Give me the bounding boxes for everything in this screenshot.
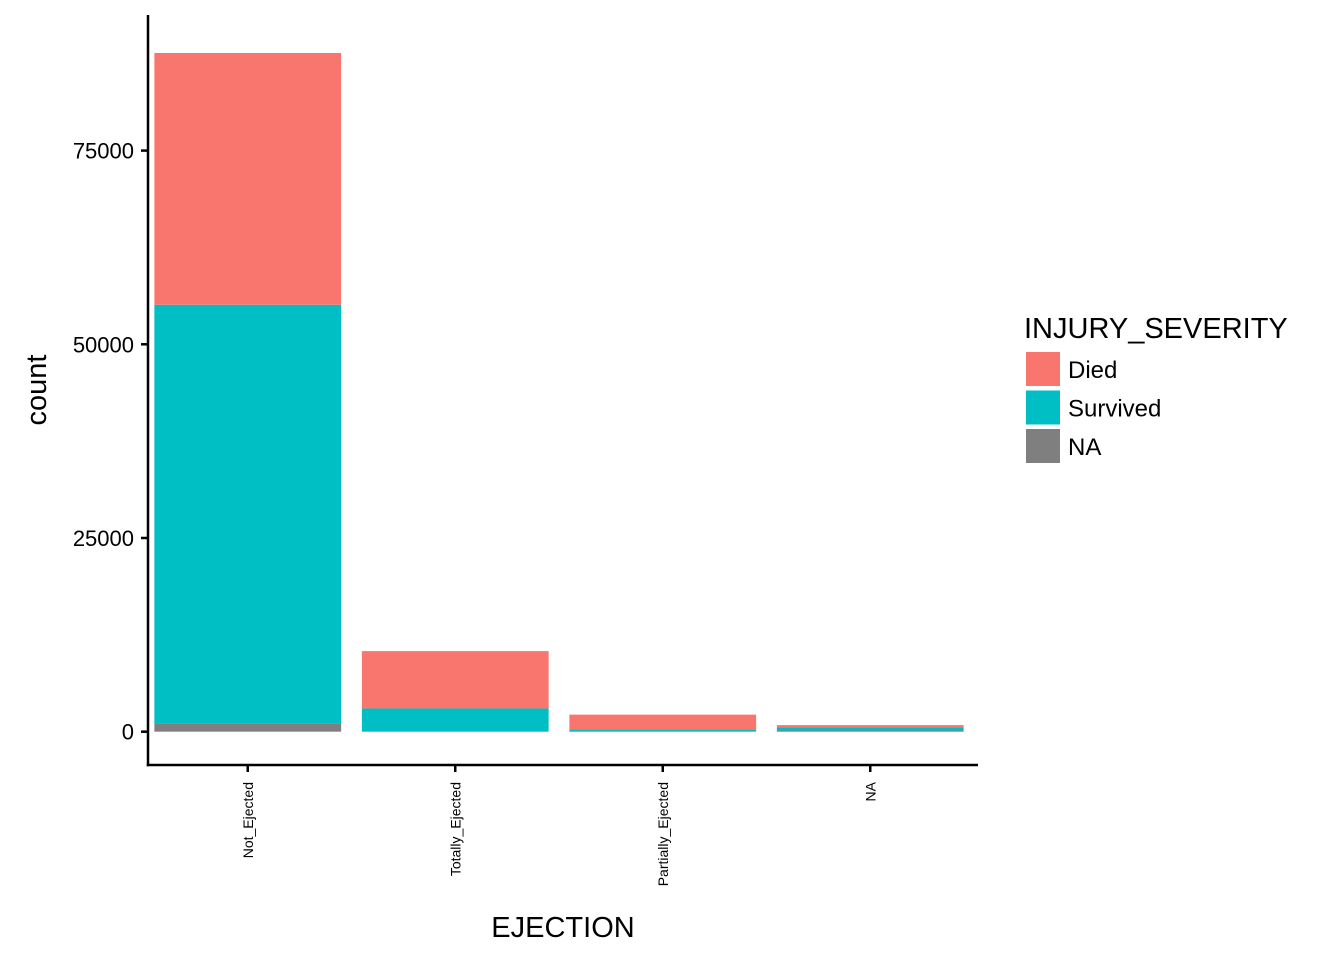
y-tick-label: 50000 <box>73 332 134 357</box>
bar-totally-ejected-survived <box>361 708 549 732</box>
legend-label-na: NA <box>1068 434 1101 461</box>
bar-na-died <box>776 725 964 728</box>
bars-layer <box>154 52 964 732</box>
y-tick-label: 75000 <box>73 139 134 164</box>
bar-not-ejected-survived <box>154 304 342 724</box>
bar-totally-ejected-died <box>361 651 549 709</box>
x-tick-label: Totally_Ejected <box>447 782 463 876</box>
x-tick-label: Partially_Ejected <box>655 782 671 886</box>
legend-key-na <box>1026 429 1060 463</box>
x-tick-label: NA <box>862 781 878 801</box>
legend: INJURY_SEVERITY Died Survived NA <box>1024 313 1288 463</box>
legend-title: INJURY_SEVERITY <box>1024 313 1288 345</box>
legend-label-survived: Survived <box>1068 396 1161 423</box>
y-ticks: 0 25000 50000 75000 <box>73 139 148 745</box>
legend-key-survived <box>1026 390 1060 425</box>
bar-na-survived <box>776 727 964 731</box>
x-axis: Not_Ejected Totally_Ejected Partially_Ejec… <box>146 763 978 886</box>
legend-items: Died Survived NA <box>1026 352 1161 463</box>
x-ticks: Not_Ejected Totally_Ejected Partially_Ejec… <box>240 765 878 886</box>
x-tick-label: Not_Ejected <box>240 782 256 858</box>
legend-label-died: Died <box>1068 357 1117 384</box>
y-axis-title: count <box>21 355 53 426</box>
bar-na-na <box>776 730 964 732</box>
bar-not-ejected-na <box>154 723 342 732</box>
y-tick-label: 0 <box>122 720 134 745</box>
bar-partially-ejected-died <box>569 714 757 730</box>
x-axis-title: EJECTION <box>491 912 634 944</box>
legend-key-died <box>1026 352 1060 386</box>
y-axis: 0 25000 50000 75000 <box>73 15 150 767</box>
bar-partially-ejected-survived <box>569 729 757 732</box>
y-tick-label: 25000 <box>73 526 134 551</box>
bar-not-ejected-died <box>154 52 342 305</box>
